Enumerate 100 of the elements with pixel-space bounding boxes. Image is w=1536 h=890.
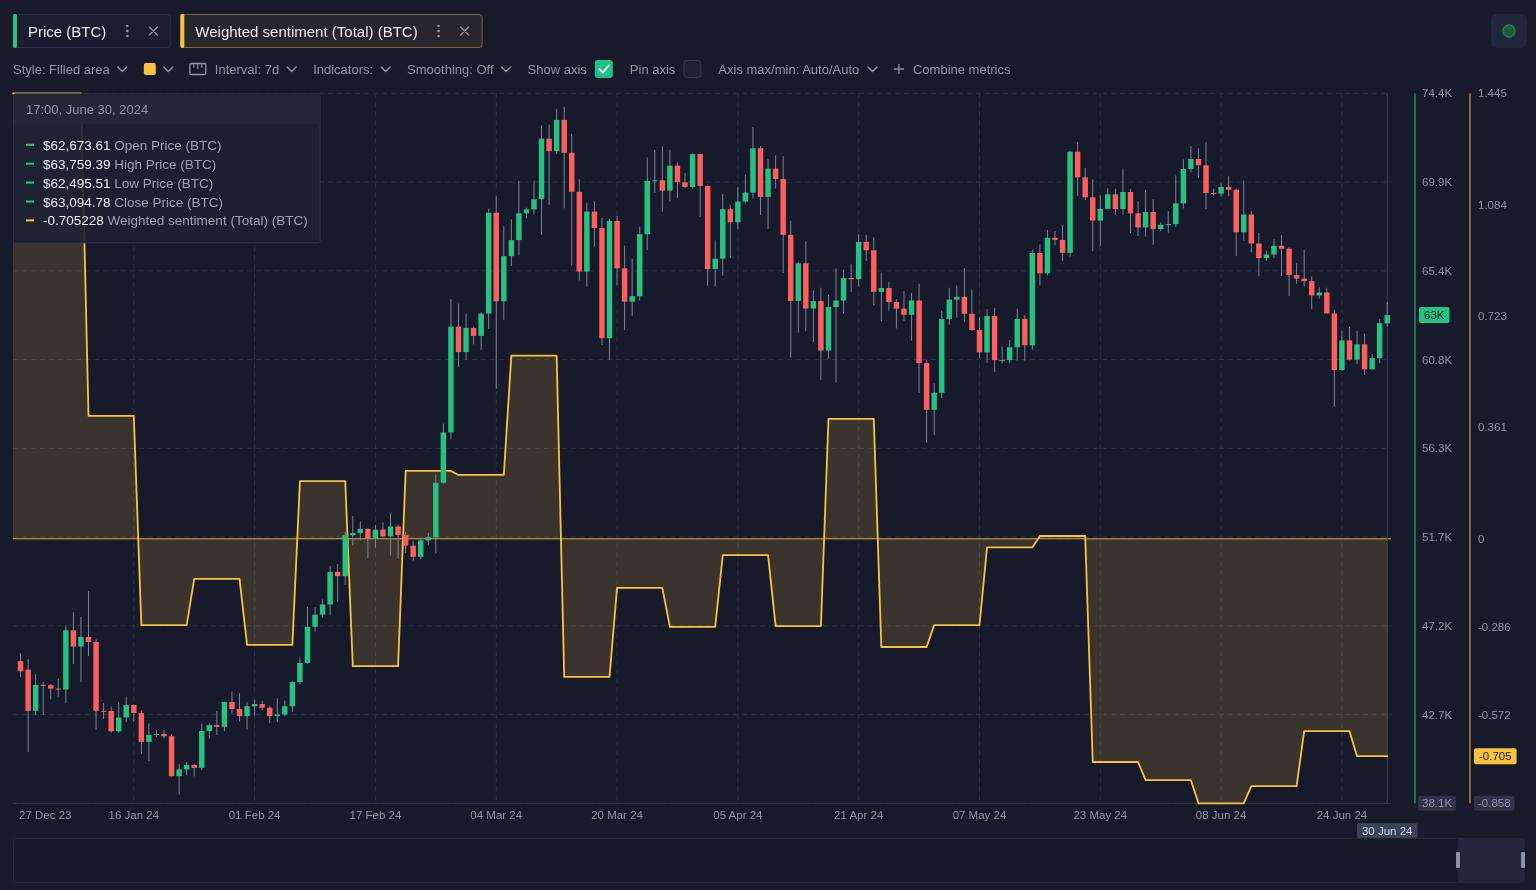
candlestick [1120, 167, 1126, 216]
candlestick [659, 145, 666, 213]
y-tick-label: 74.4K [1422, 87, 1453, 100]
annotation: 17:00, June 30, 2024 [26, 101, 149, 117]
x-tick-label: 07 May 24 [952, 809, 1007, 821]
candlestick [236, 692, 243, 723]
candlestick [1082, 167, 1088, 201]
y-tick-label: 51.7K [1422, 531, 1453, 544]
text: Combine metrics [912, 61, 1011, 77]
candlestick [1112, 188, 1119, 215]
y-tick-label: 42.7K [1422, 708, 1453, 721]
candlestick [969, 289, 975, 332]
candlestick [1037, 243, 1043, 286]
candlestick [1150, 198, 1156, 246]
x-tick-label: 05 Apr 24 [713, 809, 764, 821]
text: 27 Dec 23 [19, 809, 72, 821]
candlestick [833, 267, 839, 383]
annotation: $63,094.78 Close Price (BTC) [43, 194, 224, 209]
candlestick [886, 281, 892, 312]
text: -0.705 [1479, 750, 1512, 763]
candlestick [1127, 188, 1134, 234]
candlestick [742, 174, 749, 204]
y-tick-label: 47.2K [1422, 619, 1453, 632]
candlestick [591, 200, 598, 248]
candlestick [1293, 262, 1300, 285]
candlestick [1218, 182, 1224, 197]
text: Style: Filled area [13, 61, 111, 77]
candlestick [546, 124, 552, 206]
candlestick [1271, 238, 1277, 259]
annotation: $62,495.51 Low Price (BTC) [43, 175, 214, 191]
candlestick [682, 172, 688, 189]
candlestick [727, 204, 734, 259]
candlestick [976, 316, 983, 359]
legend-label: Weighted sentiment (Total) (BTC) [195, 22, 418, 40]
candlestick [115, 701, 122, 734]
y-tick-label: 56.3K [1422, 442, 1453, 455]
candlestick [1188, 145, 1194, 173]
text: Show axis [527, 61, 588, 77]
x-tick-label: 21 Apr 24 [834, 809, 884, 821]
candlestick [931, 382, 937, 436]
x-tick-label: 16 Jan 24 [108, 809, 160, 821]
candlestick [1059, 224, 1066, 262]
candlestick [410, 540, 416, 562]
y-tick-label: 65.4K [1422, 264, 1453, 277]
y2-tick-label: 0 [1478, 532, 1485, 545]
y2-tick-label: 1.445 [1478, 87, 1507, 100]
candlestick [1256, 232, 1262, 277]
candlestick [908, 292, 915, 342]
candlestick [55, 678, 62, 698]
x-tick-label: 17 Feb 24 [349, 809, 402, 821]
ref-line-label: 30 Jun 24 [1361, 824, 1414, 837]
text: Axis max/min: Auto/Auto [718, 61, 860, 77]
candlestick [108, 706, 114, 734]
y-tick-label: 69.9K [1422, 176, 1453, 189]
candlestick [395, 524, 401, 560]
x-tick-label: 01 Feb 24 [228, 809, 282, 821]
candlestick [946, 287, 952, 326]
candlestick [893, 298, 900, 329]
x-tick-label: 23 May 24 [1073, 809, 1128, 821]
candlestick [810, 289, 817, 343]
candlestick [387, 512, 394, 557]
annotation: $63,759.39 High Price (BTC) [43, 156, 217, 172]
x-tick-label: 08 Jun 24 [1195, 809, 1247, 821]
candlestick [70, 611, 77, 665]
candlestick [40, 681, 46, 716]
y2-tick-label: 1.084 [1478, 198, 1508, 211]
candlestick [999, 345, 1005, 364]
candlestick [380, 521, 386, 538]
candlestick [161, 729, 167, 739]
x-tick-label: 20 Mar 24 [591, 809, 644, 821]
candlestick [1309, 275, 1315, 311]
text: Smoothing: Off [407, 61, 494, 77]
candlestick [214, 710, 220, 736]
legend-label: Price (BTC) [28, 22, 107, 40]
text: Pin axis [629, 61, 676, 77]
candlestick [1225, 175, 1232, 197]
x-tick-label: 24 Jun 24 [1316, 809, 1368, 821]
candlestick [878, 271, 885, 322]
y2-tick-label: -0.286 [1478, 620, 1511, 633]
text: 63K [1424, 309, 1445, 322]
text: Indicators: [313, 61, 374, 77]
candlestick [418, 537, 424, 561]
candlestick [176, 763, 182, 796]
candlestick [402, 531, 409, 554]
candlestick [1324, 287, 1330, 314]
candlestick [365, 527, 371, 559]
y-tick-label: 60.8K [1422, 353, 1453, 366]
candlestick [1090, 178, 1096, 252]
y2-tick-label: -0.572 [1478, 709, 1511, 722]
candlestick [508, 218, 515, 267]
candlestick [1173, 175, 1179, 228]
candlestick [372, 524, 379, 549]
candlestick [297, 657, 303, 685]
candlestick [1006, 339, 1013, 364]
candlestick [1165, 210, 1171, 233]
candlestick [735, 186, 741, 230]
candlestick [629, 258, 635, 317]
x-tick-label: 04 Mar 24 [470, 809, 523, 821]
candlestick [146, 723, 152, 762]
y-tick-label: 38.1K [1422, 797, 1453, 810]
